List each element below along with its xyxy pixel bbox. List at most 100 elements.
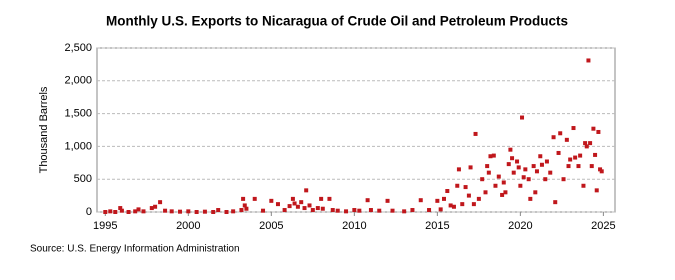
point — [526, 177, 531, 182]
point — [578, 153, 583, 158]
point — [194, 210, 199, 214]
point — [133, 209, 138, 214]
point — [528, 196, 533, 201]
point — [103, 210, 108, 214]
y-tick-label: 500 — [74, 173, 92, 185]
point — [126, 210, 131, 214]
point — [544, 159, 549, 164]
point — [476, 196, 481, 201]
point — [441, 196, 446, 201]
x-tick-label: 2020 — [508, 220, 532, 232]
point — [242, 203, 247, 208]
point — [561, 177, 566, 182]
point — [319, 196, 324, 201]
point — [385, 198, 390, 203]
point — [402, 209, 407, 214]
point — [244, 206, 249, 211]
point — [521, 175, 526, 180]
point — [455, 183, 460, 188]
point — [202, 209, 207, 214]
point — [588, 141, 593, 146]
point — [583, 141, 588, 146]
point — [518, 183, 523, 188]
point — [302, 206, 307, 211]
point — [119, 208, 124, 213]
point — [335, 208, 340, 213]
point — [538, 154, 543, 159]
point — [548, 170, 553, 175]
point — [377, 208, 382, 213]
point — [568, 157, 573, 162]
point — [511, 170, 516, 175]
y-tick-label: 0 — [86, 206, 92, 218]
point — [330, 208, 335, 213]
point — [290, 196, 295, 201]
point — [292, 201, 297, 206]
point — [468, 165, 473, 170]
point — [275, 202, 280, 207]
point — [520, 115, 525, 120]
point — [368, 208, 373, 213]
point — [224, 210, 229, 214]
point — [451, 204, 456, 209]
point — [269, 198, 274, 203]
y-tick-label: 2,500 — [64, 42, 92, 54]
point — [500, 192, 505, 197]
point — [523, 167, 528, 172]
point — [510, 156, 515, 161]
point — [506, 162, 511, 167]
x-tick-label: 2015 — [425, 220, 449, 232]
point — [460, 202, 465, 207]
point — [566, 164, 571, 169]
point — [533, 190, 538, 195]
point — [599, 169, 604, 174]
point — [480, 177, 485, 182]
point — [239, 208, 244, 213]
point — [410, 208, 415, 213]
point — [591, 126, 596, 131]
point — [299, 200, 304, 205]
point — [571, 126, 576, 131]
point — [594, 188, 599, 193]
point — [466, 193, 471, 198]
point — [178, 209, 183, 214]
x-tick-label: 2025 — [591, 220, 615, 232]
point — [586, 58, 591, 63]
point — [515, 159, 520, 164]
point — [553, 200, 558, 205]
point — [493, 183, 498, 188]
point — [473, 131, 478, 136]
point — [261, 208, 266, 213]
point — [516, 165, 521, 170]
x-tick-label: 1995 — [93, 220, 117, 232]
point — [344, 209, 349, 214]
point — [141, 209, 146, 214]
point — [118, 206, 123, 211]
point — [357, 208, 362, 213]
point — [445, 189, 450, 194]
y-tick-label: 1,500 — [64, 108, 92, 120]
point — [534, 169, 539, 174]
point — [584, 144, 589, 149]
point — [113, 210, 118, 214]
point — [596, 129, 601, 134]
plot-frame — [96, 47, 616, 213]
point — [186, 209, 191, 214]
x-tick-label: 2010 — [342, 220, 366, 232]
point — [327, 196, 332, 201]
point — [531, 164, 536, 169]
point — [252, 196, 257, 201]
point — [295, 204, 300, 209]
point — [573, 155, 578, 160]
point — [153, 204, 158, 209]
point — [486, 170, 491, 175]
point — [483, 190, 488, 195]
y-tick-label: 2,000 — [64, 75, 92, 87]
point — [551, 135, 556, 140]
y-axis-label: Thousand Barrels — [38, 86, 50, 173]
point — [488, 154, 493, 159]
point — [491, 153, 496, 158]
point — [543, 177, 548, 182]
point — [539, 162, 544, 167]
